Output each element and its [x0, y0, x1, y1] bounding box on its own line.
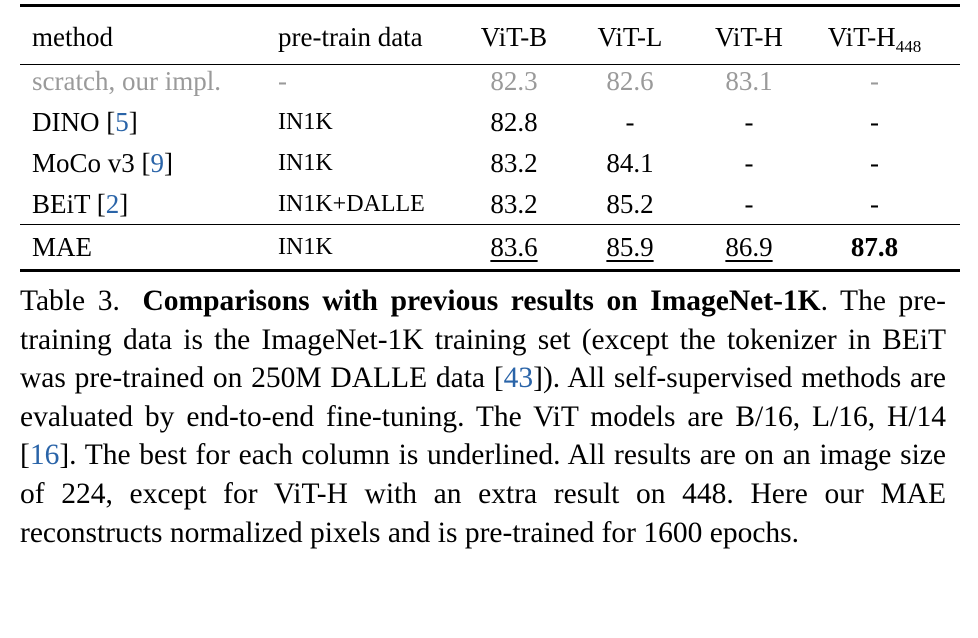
table-mae-separator-rule — [20, 224, 960, 225]
table-bottom-rule — [20, 269, 960, 272]
caption-text: . The pre-training data is the ImageNet-… — [20, 285, 947, 395]
row-vit-h: - — [744, 107, 754, 137]
row-method: MAE — [32, 232, 92, 262]
row-vit-l: 85.9 — [580, 227, 680, 267]
row-vit-h448: - — [870, 189, 879, 219]
row-method: MoCo v3 [9] — [32, 148, 174, 178]
table-row: BEiT [2] IN1K+DALLE 83.2 85.2 - - — [20, 184, 960, 224]
caption-text: ]). All self-supervised methods are eval… — [20, 362, 946, 472]
table-header-rule — [20, 64, 960, 65]
table-row: DINO [5] IN1K 82.8 - - - — [20, 102, 960, 142]
row-vit-l: 84.1 — [606, 148, 654, 178]
best-value-underlined: 85.9 — [606, 232, 654, 262]
row-vit-b: 83.6 — [464, 227, 564, 267]
row-method: DINO [5] — [32, 107, 138, 137]
row-vit-h448: - — [870, 66, 879, 96]
header-vit-l: ViT-L — [597, 22, 663, 52]
row-vit-h448: 87.8 — [850, 232, 899, 262]
header-vit-b: ViT-B — [480, 22, 548, 52]
citation-link[interactable]: 2 — [105, 189, 120, 219]
row-method: BEiT [2] — [32, 189, 129, 219]
header-vit-h: ViT-H — [715, 22, 783, 52]
row-pretrain-data: IN1K+DALLE — [278, 191, 425, 217]
row-vit-l: 85.2 — [606, 189, 654, 219]
header-pretrain-data: pre-train data — [278, 22, 423, 52]
table-caption: Table 3. Comparisons with previous resul… — [20, 282, 946, 552]
table-row: scratch, our impl. - 82.3 82.6 83.1 - — [20, 61, 960, 101]
row-pretrain-data: IN1K — [278, 150, 333, 176]
table-top-rule — [20, 4, 960, 7]
row-vit-l: 82.6 — [606, 66, 654, 96]
citation-link[interactable]: 16 — [29, 439, 60, 472]
row-vit-l: - — [625, 107, 635, 137]
table-row: MoCo v3 [9] IN1K 83.2 84.1 - - — [20, 143, 960, 183]
citation-link[interactable]: 43 — [503, 362, 534, 395]
row-vit-b: 83.2 — [490, 148, 538, 178]
row-vit-b: 83.2 — [490, 189, 538, 219]
row-method: scratch, our impl. — [32, 66, 221, 96]
row-vit-b: 82.8 — [490, 107, 538, 137]
row-vit-h448: - — [870, 148, 879, 178]
table-row: MAE IN1K 83.6 85.9 86.9 87.8 — [20, 227, 960, 267]
caption-text: ]. The best for each column is underline… — [20, 439, 946, 549]
header-vit-h448: ViT-H448 — [827, 22, 922, 56]
row-pretrain-data: IN1K — [278, 234, 333, 260]
row-pretrain-data: - — [278, 66, 287, 96]
row-vit-b: 82.3 — [490, 66, 538, 96]
row-vit-h: 83.1 — [725, 66, 773, 96]
header-method: method — [32, 22, 113, 52]
caption-title: Comparisons with previous results on Ima… — [142, 285, 821, 317]
caption-label: Table 3. — [20, 285, 120, 317]
row-vit-h: - — [744, 148, 754, 178]
best-value-underlined: 83.6 — [490, 232, 538, 262]
row-pretrain-data: IN1K — [278, 109, 333, 135]
row-vit-h448: - — [870, 107, 879, 137]
row-vit-h: - — [744, 189, 754, 219]
citation-link[interactable]: 9 — [150, 148, 165, 178]
table-header-row: method pre-train data ViT-B ViT-L ViT-H … — [20, 17, 960, 57]
row-vit-h: 86.9 — [699, 227, 799, 267]
citation-link[interactable]: 5 — [115, 107, 129, 137]
best-value-underlined: 86.9 — [725, 232, 773, 262]
